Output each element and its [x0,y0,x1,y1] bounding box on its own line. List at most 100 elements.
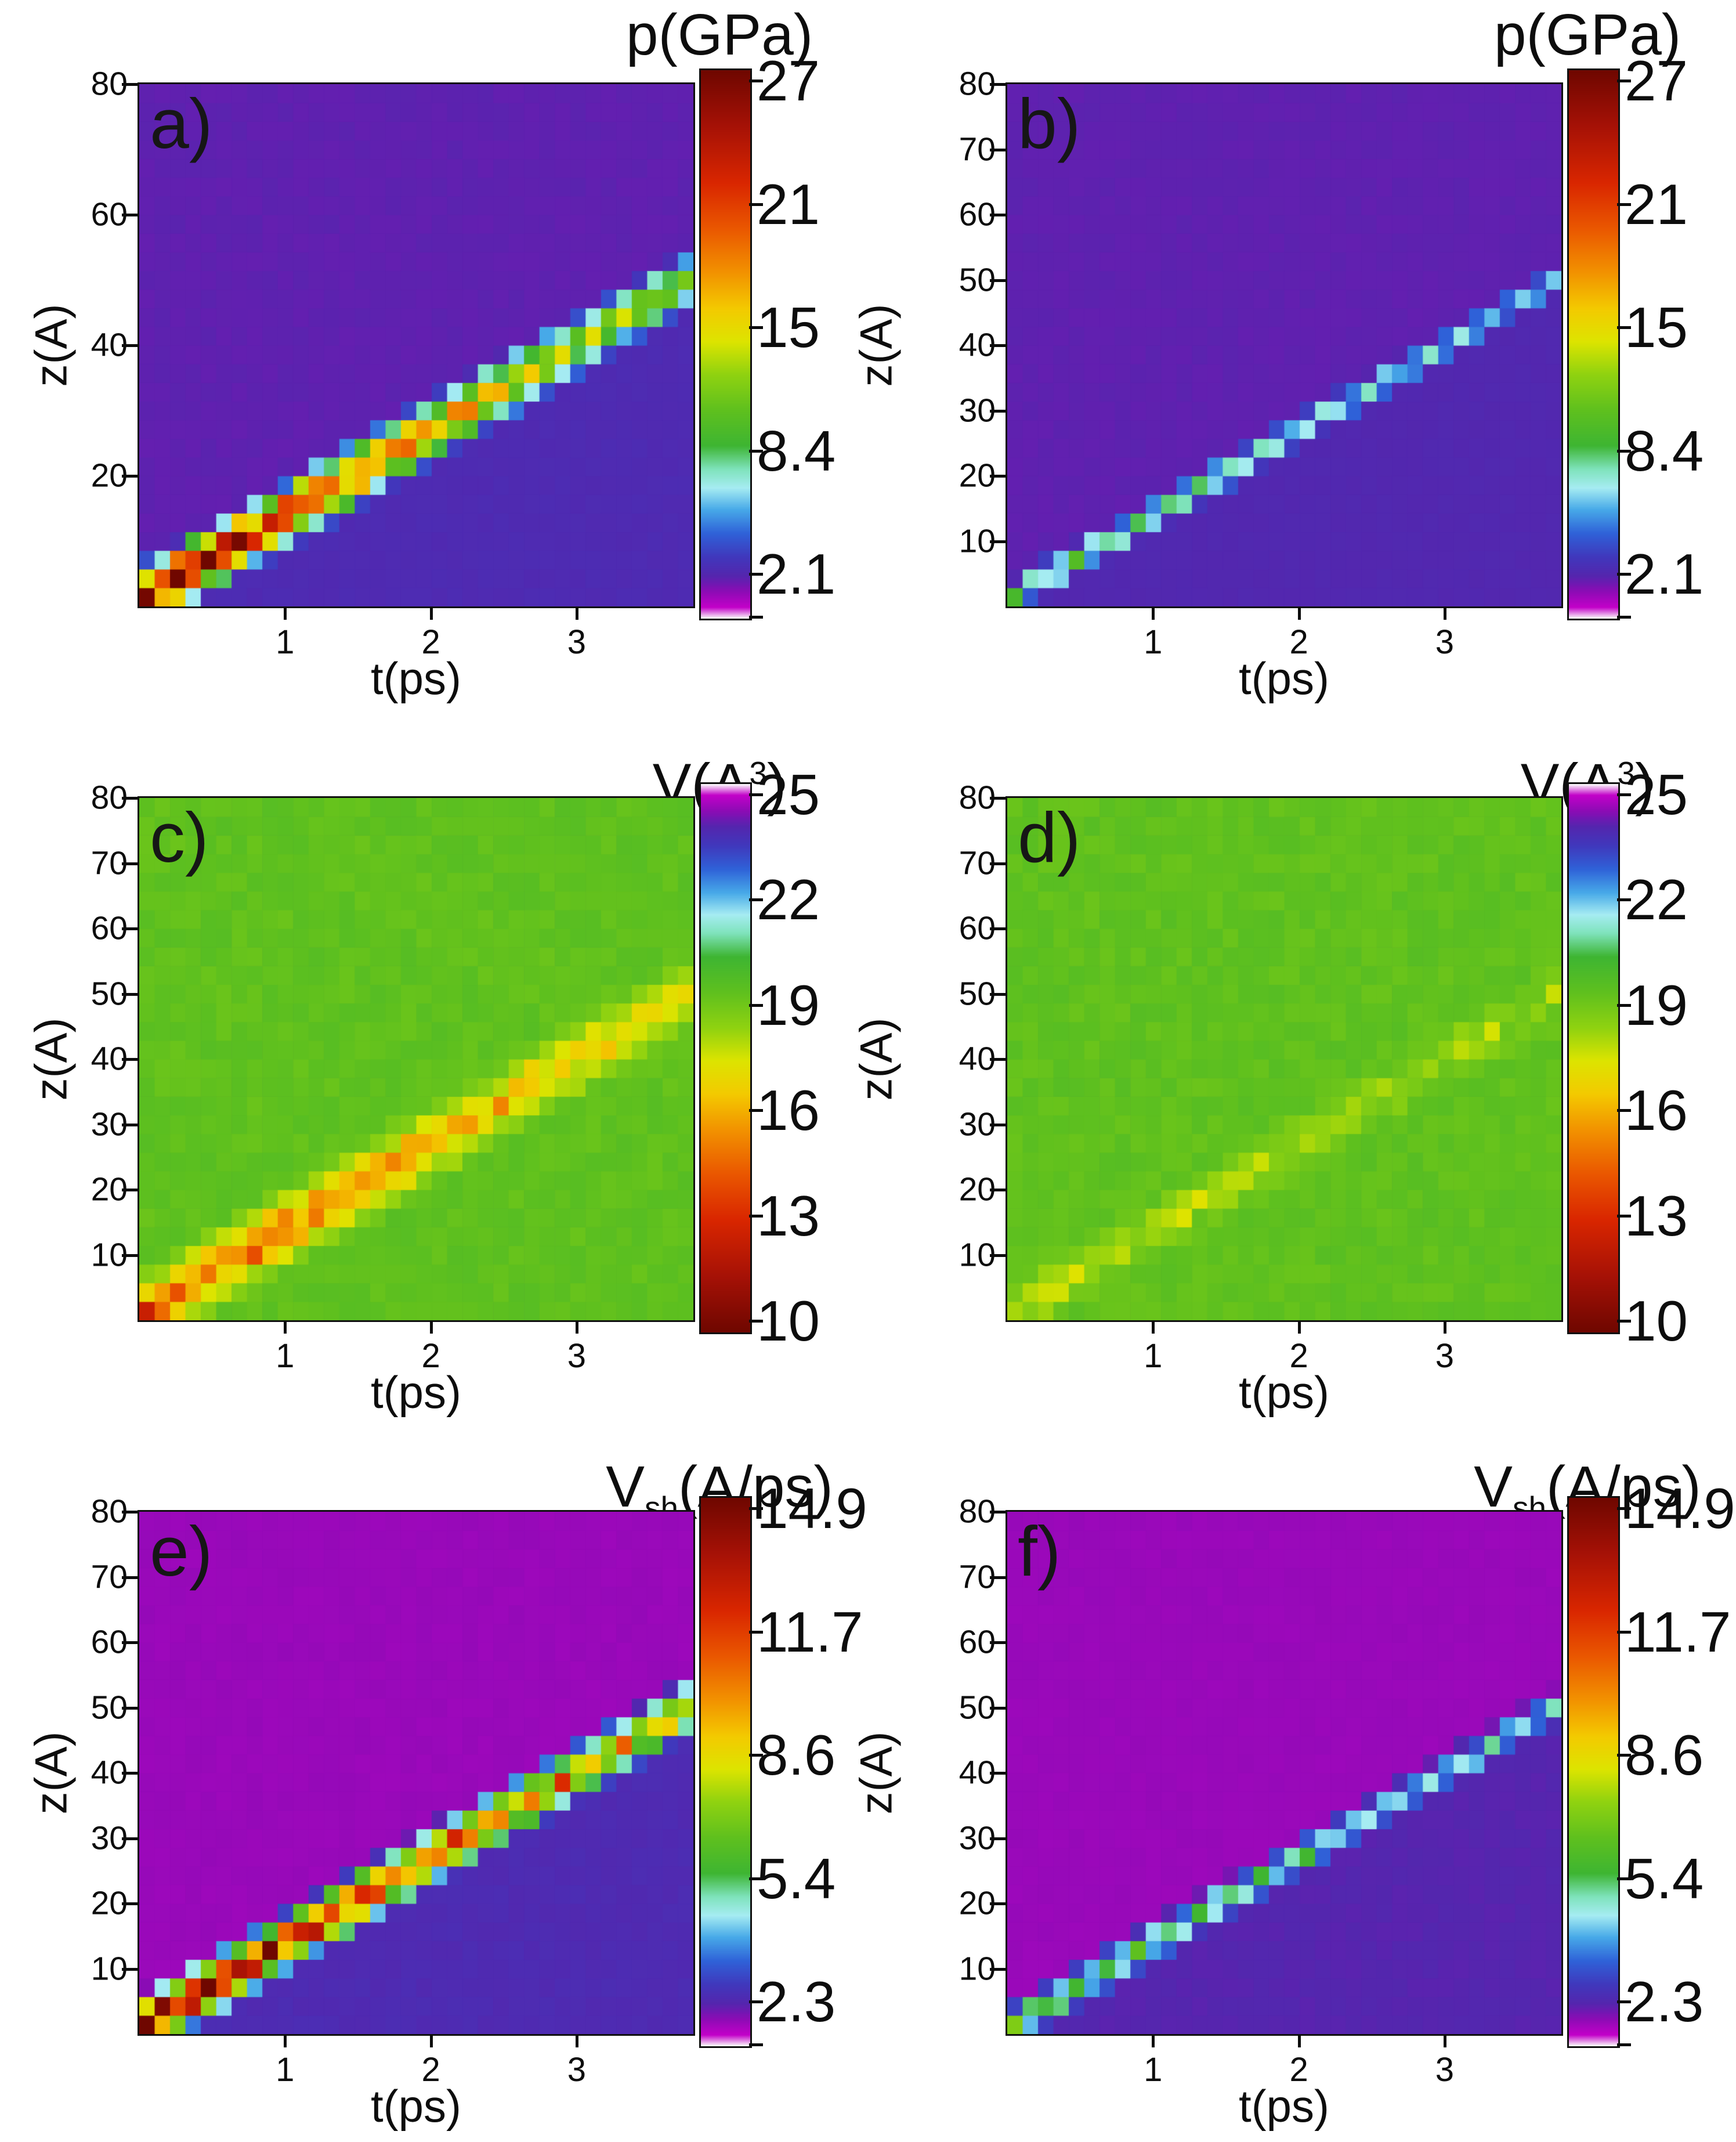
y-tick-label: 50 [959,975,996,1012]
colorbar-tick-label: 2.1 [1625,542,1704,606]
panel-letter: d) [1018,798,1081,877]
colorbar-tick-mark [749,449,763,453]
y-tick-mark [122,1641,138,1644]
colorbar-tick-label: 15 [1625,295,1688,360]
y-tick-mark [122,992,138,996]
panel-letter: e) [150,1512,213,1591]
colorbar-tick-mark [749,1877,763,1880]
colorbar-tick-label: 14.9 [757,1476,867,1540]
y-tick-label: 20 [91,457,128,494]
colorbar-tick-label: 2.1 [757,542,836,606]
y-tick-mark [122,1837,138,1840]
x-tick-mark [575,607,578,620]
colorbar-tick-mark [1617,449,1631,453]
y-tick-label: 30 [91,1819,128,1856]
y-tick-label: 70 [959,131,996,168]
x-tick-mark [1297,1321,1301,1334]
colorbar-tick-mark [1617,1877,1631,1880]
x-tick-label: 1 [1144,1337,1163,1375]
x-axis-label: t(ps) [371,2080,461,2132]
x-tick-mark [1443,607,1446,620]
colorbar-tick-mark [749,2000,763,2004]
x-tick-mark [429,2035,433,2047]
colorbar-tick-label: 19 [757,973,820,1037]
y-tick-mark [122,1511,138,1514]
colorbar-tick-mark [1617,793,1631,796]
panel-letter: a) [150,84,213,163]
y-tick-label: 80 [959,1493,996,1530]
y-tick-mark [122,927,138,930]
colorbar-tick-label: 2.3 [757,1970,836,2034]
y-tick-label: 50 [91,975,128,1012]
y-tick-label: 10 [959,1950,996,1987]
colorbar-tick-mark [749,1754,763,1757]
colorbar-title-pressure: p(GPa) [569,5,870,65]
colorbar-tick-label: 5.4 [757,1846,836,1910]
colorbar-tick-label: 16 [757,1078,820,1143]
y-tick-label: 50 [959,261,996,298]
colorbar-tick-mark [749,1003,763,1007]
colorbar-tick-mark [1617,1630,1631,1634]
x-tick-label: 1 [1144,2051,1163,2089]
x-tick-label: 3 [567,1337,587,1375]
y-tick-mark [990,1058,1006,1061]
colorbar-tick-label: 21 [1625,172,1688,236]
y-tick-label: 60 [91,909,128,947]
y-tick-label: 40 [959,1040,996,1078]
colorbar-tick-mark [1617,1754,1631,1757]
y-tick-label: 70 [91,844,128,882]
x-tick-mark [1443,1321,1446,1334]
colorbar-title-part: V [606,1454,645,1519]
y-tick-label: 80 [91,65,128,103]
y-tick-label: 40 [959,326,996,364]
colorbar-tick-label: 27 [757,48,820,113]
colorbar-tick-label: 11.7 [1625,1599,1731,1664]
y-tick-label: 20 [91,1884,128,1922]
panel-letter: f) [1018,1512,1061,1591]
y-tick-label: 80 [959,779,996,817]
heatmap-plot [1006,82,1563,608]
colorbar-tick-label: 8.4 [1625,418,1704,483]
x-tick-mark [1443,2035,1446,2047]
colorbar-tick-mark [749,326,763,330]
colorbar [1567,1496,1620,2048]
colorbar-tick-label: 15 [757,295,820,360]
y-tick-mark [122,1123,138,1126]
colorbar-tick-mark [1617,616,1631,619]
colorbar-tick-mark [1617,573,1631,576]
y-tick-label: 80 [91,1493,128,1530]
colorbar [699,68,752,620]
colorbar-tick-mark [749,1214,763,1218]
x-tick-mark [284,2035,287,2047]
x-tick-mark [575,1321,578,1334]
colorbar-title-part: p(GPa) [625,2,813,67]
x-tick-label: 2 [421,623,440,661]
colorbar-tick-label: 21 [757,172,820,236]
colorbar-tick-label: 27 [1625,48,1688,113]
y-tick-mark [122,344,138,347]
x-tick-mark [1152,607,1155,620]
y-tick-label: 30 [959,392,996,429]
y-tick-label: 80 [91,779,128,817]
y-tick-mark [990,1189,1006,1191]
colorbar-tick-mark [1617,2000,1631,2004]
colorbar-tick-mark [749,573,763,576]
x-axis-label: t(ps) [1239,2080,1329,2132]
colorbar-tick-label: 8.4 [757,418,836,483]
y-tick-mark [990,1576,1006,1579]
colorbar-tick-label: 25 [757,762,820,826]
colorbar-tick-label: 22 [1625,868,1688,932]
y-tick-label: 10 [959,522,996,559]
y-tick-mark [990,1902,1006,1905]
x-tick-mark [284,1321,287,1334]
x-tick-label: 2 [1289,623,1308,661]
panel-letter: b) [1018,84,1081,163]
y-tick-label: 60 [91,196,128,233]
colorbar-tick-mark [749,1630,763,1634]
y-tick-label: 20 [959,1171,996,1208]
x-tick-label: 3 [1435,1337,1455,1375]
colorbar-title-part: ) [766,752,787,817]
x-tick-mark [1152,1321,1155,1334]
colorbar-tick-mark [749,1109,763,1112]
